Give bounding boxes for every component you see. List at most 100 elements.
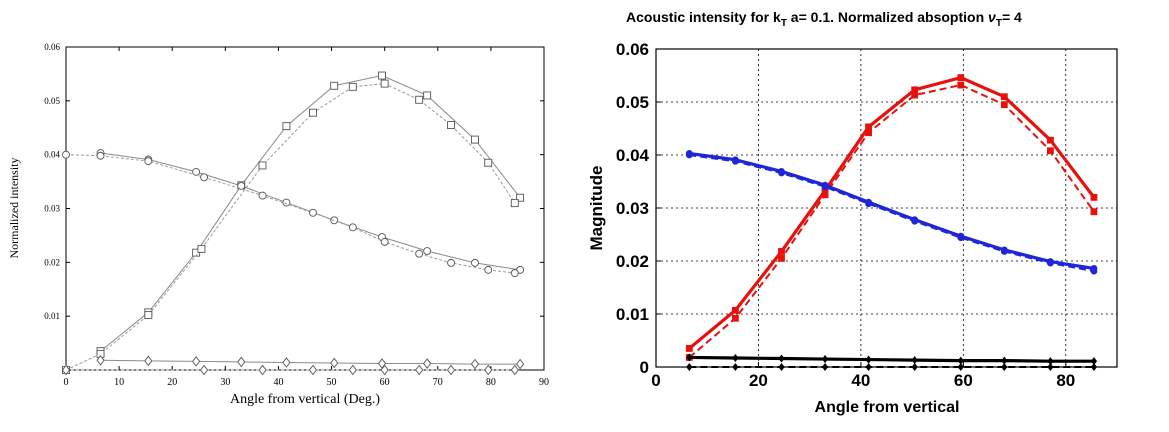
right-y-tick-label: 0.05	[616, 93, 649, 112]
left-series-2-point	[447, 121, 456, 130]
left-series-2-point	[380, 79, 389, 88]
left-series-5-point	[330, 357, 339, 369]
right-series-2-point	[1047, 147, 1054, 155]
left-series-4-point	[96, 151, 105, 160]
left-series-2-point	[510, 199, 519, 208]
left-series-5-point	[192, 356, 201, 367]
left-series-2-point	[415, 95, 424, 104]
left-series-3-point	[471, 258, 479, 267]
left-series-2-point	[144, 311, 153, 320]
left-series-1-point	[471, 135, 479, 144]
left-x-tick-label: 0	[64, 377, 69, 388]
right-series-2-point	[1090, 208, 1098, 216]
left-series-5-point	[282, 357, 291, 368]
left-series-5-point	[144, 355, 153, 367]
left-series-1-point	[423, 91, 432, 100]
right-series-4-point	[865, 200, 872, 208]
right-series-4-point	[821, 183, 829, 191]
left-series-4-point	[62, 150, 70, 159]
title-nu-symbol: ν	[988, 9, 996, 25]
left-series-6-point	[61, 364, 71, 376]
left-x-tick-label: 90	[539, 377, 549, 388]
left-series-6-point	[484, 364, 493, 376]
left-series-line-5	[100, 359, 521, 365]
left-x-tick-label: 40	[273, 377, 283, 388]
right-series-1-point	[957, 74, 965, 82]
left-y-tick-label: 0.01	[44, 311, 60, 321]
left-y-tick-label: 0.05	[44, 96, 60, 106]
right-series-6-point	[821, 362, 829, 372]
left-series-2-point	[197, 244, 206, 253]
left-series-line-4	[65, 154, 515, 274]
right-series-4-point	[957, 234, 965, 242]
right-series-line-1	[688, 76, 1096, 350]
right-series-6-point	[778, 362, 785, 372]
left-x-tick-label: 10	[114, 377, 124, 388]
left-series-5-point	[516, 358, 525, 370]
title-subscript-vT: T	[996, 18, 1002, 29]
left-series-3-point	[237, 181, 246, 190]
right-series-line-3	[689, 151, 1095, 271]
left-series-line-1	[100, 75, 521, 352]
right-series-4-point	[1047, 259, 1054, 267]
left-series-4-point	[258, 191, 267, 200]
title-part-3: = 4	[1002, 9, 1022, 25]
left-series-5-point	[96, 355, 105, 366]
right-chart: Acoustic intensity for kT a= 0.1. Normal…	[587, 9, 1118, 416]
title-subscript-kT: T	[781, 18, 787, 29]
left-series-6-point	[446, 364, 456, 376]
left-series-1-point	[282, 122, 291, 131]
left-series-5-point	[377, 358, 387, 369]
right-series-4-point	[1000, 248, 1008, 255]
left-series-6-point	[200, 364, 209, 376]
left-x-tick-label: 60	[380, 377, 390, 388]
left-series-1-point	[516, 193, 525, 202]
right-y-tick-label: 0.03	[616, 199, 649, 218]
right-series-4-point	[778, 169, 785, 177]
left-series-4-point	[484, 265, 493, 274]
right-x-axis-label: Angle from vertical	[815, 399, 960, 416]
right-series-4-point	[911, 217, 919, 225]
right-series-1-point	[778, 248, 785, 255]
right-series-2-point	[957, 81, 965, 89]
left-ticks: 0 10 20 30 40 50 60 70 80 90 0.01 0.02 0.03 0.04 0.05 0…	[44, 42, 549, 388]
right-series-6-point	[1047, 362, 1054, 372]
right-series-1-point	[865, 123, 872, 131]
left-series-1-point	[330, 81, 339, 90]
right-x-tick-label: 60	[954, 371, 973, 390]
right-chart-title: Acoustic intensity for kT a= 0.1. Normal…	[626, 9, 1022, 29]
right-series-2-point	[778, 254, 785, 262]
right-series-5-point	[821, 355, 829, 364]
left-y-tick-label: 0.03	[44, 204, 60, 214]
left-series-3-point	[192, 167, 201, 176]
left-series-6-point	[308, 364, 318, 376]
right-series-1-point	[685, 345, 693, 352]
right-x-tick-label: 0	[651, 371, 660, 390]
right-series-2-point	[1000, 101, 1008, 109]
right-series-6-point	[911, 362, 918, 372]
right-series-5-point	[865, 355, 872, 364]
right-series-line-4	[689, 154, 1095, 273]
left-series-5-point	[423, 358, 432, 369]
right-series-1-point	[1090, 193, 1098, 201]
left-series-3-point	[282, 198, 291, 207]
left-series-2-point	[484, 158, 493, 167]
left-series-4-point	[348, 223, 357, 232]
left-series-5-point	[470, 358, 480, 370]
right-series-line-2	[688, 84, 1095, 359]
right-series-line-5	[689, 355, 1094, 363]
left-x-tick-label: 70	[433, 377, 443, 388]
right-series-4-point	[1090, 267, 1098, 275]
left-y-tick-label: 0.06	[44, 42, 60, 52]
right-x-tick-label: 20	[749, 371, 768, 390]
left-series-4-point	[309, 208, 317, 217]
left-series-2-point	[309, 108, 317, 117]
left-x-axis-label: Angle from vertical (Deg.)	[230, 392, 380, 407]
left-series	[61, 71, 525, 376]
right-series-4-point	[685, 151, 693, 159]
left-series-5-point	[237, 356, 246, 368]
left-series-4-point	[144, 157, 153, 166]
left-series-2-point	[348, 82, 357, 91]
right-y-axis-label: Magnitude	[587, 166, 606, 251]
